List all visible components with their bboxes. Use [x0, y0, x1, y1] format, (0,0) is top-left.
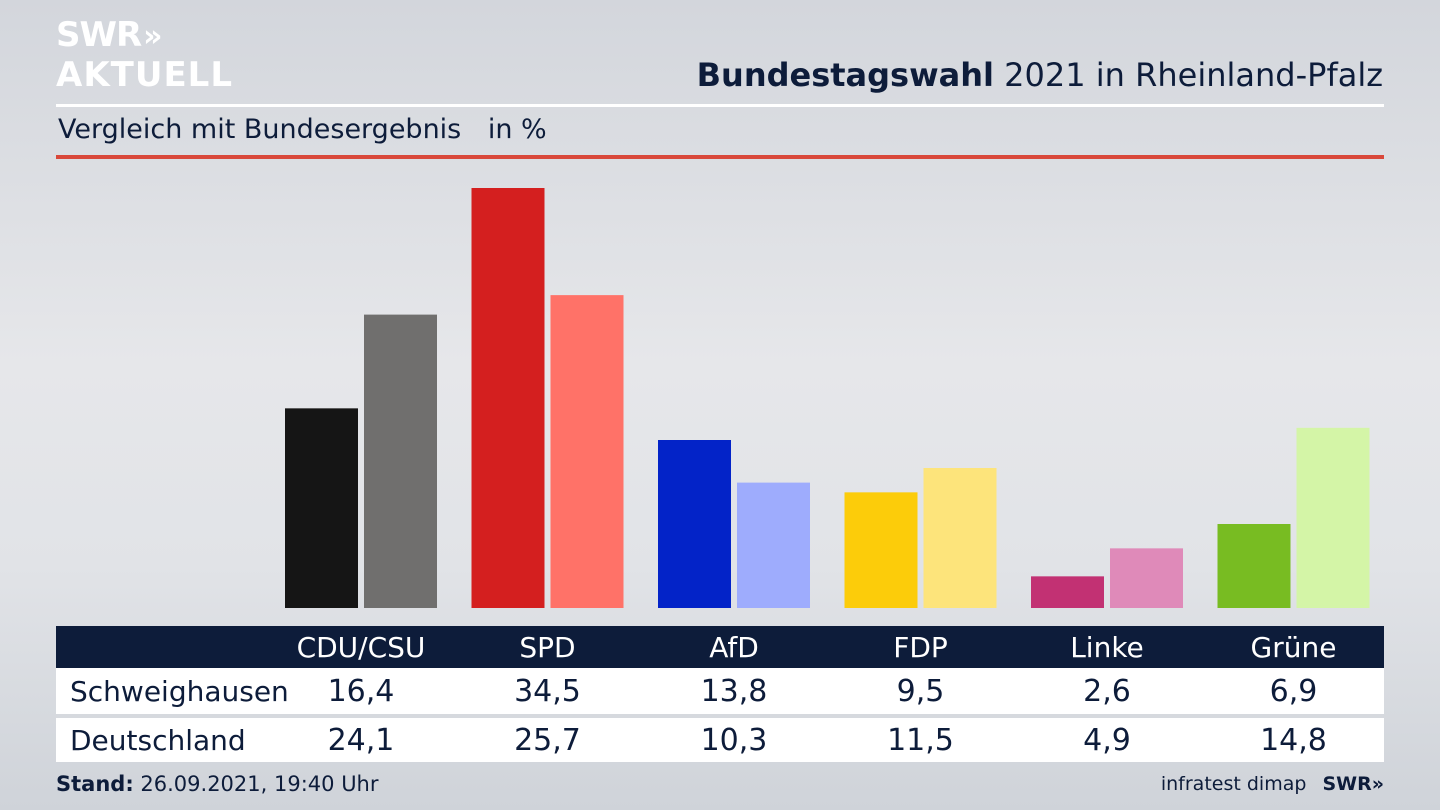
row-label: Schweighausen — [70, 674, 289, 708]
swr-aktuell-logo: SWR» AKTUELL — [56, 15, 234, 95]
table-cell: 11,5 — [887, 722, 954, 758]
bar-spd-deutschland — [550, 295, 624, 608]
source-text: infratest dimap — [1160, 773, 1307, 795]
bar-afd-deutschland — [737, 482, 810, 608]
table-cell: 13,8 — [700, 673, 768, 709]
table-cell: 2,6 — [1083, 673, 1131, 709]
table-cell: 16,4 — [327, 673, 395, 709]
chart-title: Bundestagswahl 2021 in Rheinland-Pfalz — [697, 56, 1383, 94]
bar-grüne-schweighausen — [1217, 524, 1291, 608]
table-header-spd: SPD — [519, 630, 576, 664]
table-header-linke: Linke — [1070, 630, 1144, 664]
table-cell: 4,9 — [1083, 722, 1131, 758]
row-label: Deutschland — [70, 723, 246, 757]
table-header-row: CDU/CSU SPD AfD FDP Linke Grüne — [56, 626, 1384, 668]
table-cell: 24,1 — [327, 722, 395, 758]
title-bold: Bundestagswahl — [696, 56, 994, 94]
table-cell: 9,5 — [896, 673, 945, 709]
table-cell: 34,5 — [514, 673, 581, 709]
chart-subtitle: Vergleich mit Bundesergebnis in % — [58, 114, 547, 145]
timestamp: Stand: 26.09.2021, 19:40 Uhr — [56, 772, 379, 796]
stand-label: Stand: — [56, 772, 134, 796]
bar-linke-schweighausen — [1031, 576, 1104, 608]
bar-linke-deutschland — [1110, 548, 1183, 608]
table-header-cdu-csu: CDU/CSU — [296, 630, 426, 664]
title-rest: 2021 in Rheinland-Pfalz — [1004, 56, 1383, 94]
table-cell: 25,7 — [514, 722, 581, 758]
subtitle-text: Vergleich mit Bundesergebnis — [58, 114, 462, 145]
bar-cdu-csu-schweighausen — [285, 408, 358, 608]
source-credit: infratest dimap SWR» — [1161, 773, 1384, 795]
table-header-fdp: FDP — [893, 630, 948, 664]
table-cell: 6,9 — [1269, 673, 1318, 709]
table-row-deutschland: Deutschland 24,1 25,7 10,3 11,5 4,9 14,8 — [56, 718, 1384, 762]
subtitle-divider — [56, 155, 1384, 159]
header-divider — [56, 104, 1384, 107]
bar-afd-schweighausen — [658, 440, 731, 608]
bar-fdp-schweighausen — [844, 492, 918, 608]
table-row-schweighausen: Schweighausen 16,4 34,5 13,8 9,5 2,6 6,9 — [56, 668, 1384, 714]
bar-chart — [285, 188, 1370, 608]
bar-cdu-csu-deutschland — [364, 314, 437, 608]
table-header-grüne: Grüne — [1250, 630, 1337, 664]
stand-value: 26.09.2021, 19:40 Uhr — [140, 772, 379, 796]
bar-fdp-deutschland — [923, 468, 997, 608]
results-table: CDU/CSU SPD AfD FDP Linke Grüne Schweighausen… — [56, 626, 1384, 762]
table-cell: 14,8 — [1260, 722, 1327, 758]
table-header-afd: AfD — [709, 630, 759, 664]
table-cell: 10,3 — [700, 722, 768, 758]
swr-brand-logo: SWR» — [1322, 773, 1384, 795]
bar-spd-schweighausen — [471, 188, 545, 608]
bar-grüne-deutschland — [1296, 427, 1370, 608]
subtitle-unit: in % — [487, 114, 547, 145]
